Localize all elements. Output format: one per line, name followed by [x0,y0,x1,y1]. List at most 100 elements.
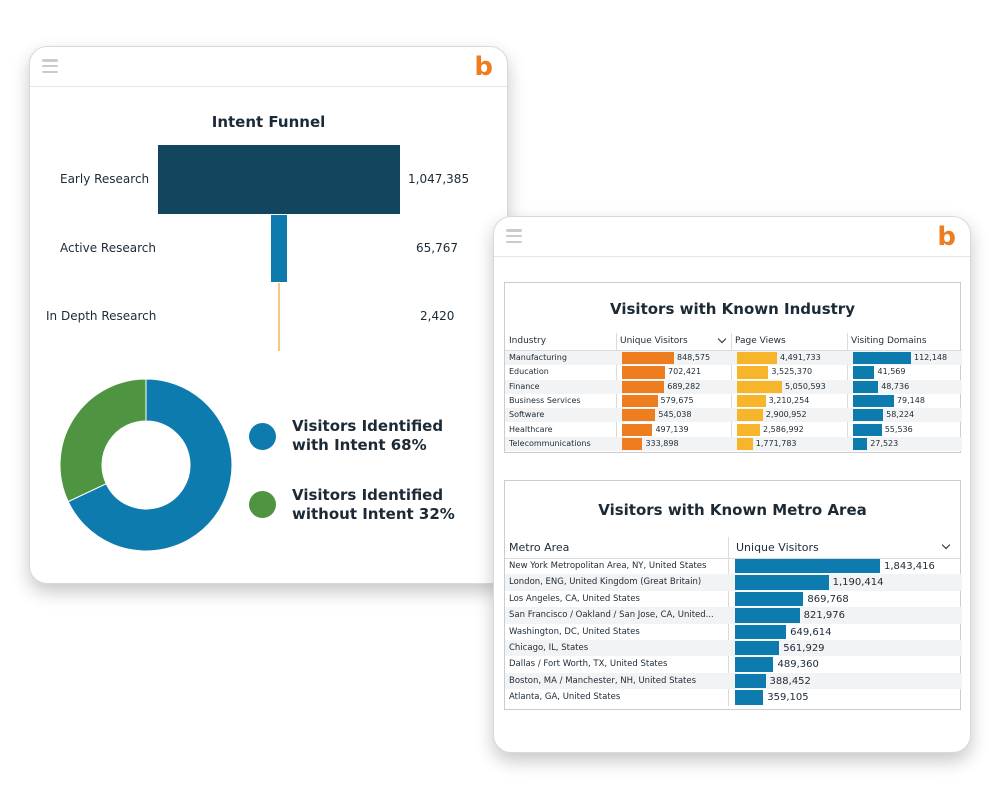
industry-name: Software [509,410,545,420]
industry-bar [737,409,763,422]
metro-bar-value: 649,614 [790,626,832,638]
industry-bar [737,366,769,379]
metro-bar-value: 388,452 [769,675,811,687]
industry-bar-value: 497,139 [655,424,689,434]
metro-bar [735,690,764,705]
metro-bar [735,624,787,639]
funnel-bar [158,145,400,214]
industry-name: Healthcare [509,424,553,434]
industry-bar [622,366,666,379]
industry-bar [737,380,782,393]
metro-name: Dallas / Fort Worth, TX, United States [509,659,668,670]
industry-bar [622,352,674,365]
metro-bar-value: 1,190,414 [832,577,884,589]
funnel-title: Intent Funnel [211,113,326,131]
metro-bar [735,591,804,607]
metro-title: Visitors with Known Metro Area [598,501,867,519]
funnel-bar [278,283,280,351]
metro-bar [735,673,766,689]
industry-bar-value: 1,771,783 [755,438,797,448]
industry-bar [853,352,911,365]
metro-bar-value: 561,929 [783,643,825,654]
metro-col-header: Unique Visitors [736,541,819,554]
industry-name: Telecommunications [509,438,591,448]
metro-name: Atlanta, GA, United States [509,692,621,703]
table-row [505,672,962,690]
funnel-value: 65,767 [416,240,458,255]
metro-name: New York Metropolitan Area, NY, United S… [509,561,707,571]
industry-bar [622,409,656,422]
industry-bar-value: 5,050,593 [785,381,826,391]
industry-col-header: Industry [509,336,547,346]
metro-bar [735,657,774,672]
metro-col-header: Metro Area [509,541,570,554]
metro-name: Washington, DC, United States [509,626,640,637]
metro-name: San Francisco / Oakland / San Jose, CA, … [509,610,714,621]
table-row [505,574,962,591]
industry-bar [622,394,658,408]
industry-name: Finance [509,381,540,391]
table-row [505,436,962,452]
industry-bar [853,394,894,408]
table-row [505,408,962,423]
industry-bar-value: 48,736 [881,381,910,391]
industry-bar-value: 545,038 [658,410,692,420]
industry-bar-value: 2,586,992 [763,424,804,434]
industry-bar [853,423,882,436]
industry-bar-value: 333,898 [645,438,679,448]
industry-col-header: Unique Visitors [620,336,688,346]
visitors-card: b Visitors with Known Industry Industry U… [493,216,971,753]
metro-bar-value: 1,843,416 [884,561,935,572]
sort-chevron-icon[interactable] [717,334,727,344]
metro-panel: Visitors with Known Metro Area Metro Are… [504,480,962,710]
brand-logo-icon: b [474,52,493,82]
sort-chevron-icon[interactable] [941,540,951,550]
funnel-value: 2,420 [420,309,455,323]
funnel-bar [271,215,287,282]
industry-bar-value: 41,569 [877,367,906,377]
metro-bar [735,641,780,656]
funnel-label: Early Research [60,171,150,186]
industry-bar-value: 58,224 [886,410,915,420]
industry-col-header: Visiting Domains [851,336,927,346]
header-divider [505,350,962,351]
donut-slice [59,378,147,503]
industry-bar [853,366,875,379]
table-row [505,379,962,394]
industry-bar-value: 112,148 [914,353,948,362]
industry-bar [622,437,643,451]
industry-name: Manufacturing [509,353,567,362]
table-row [505,640,962,657]
industry-bar-value: 3,210,254 [768,395,810,405]
industry-bar [622,380,665,393]
table-row [505,351,962,366]
industry-panel: Visitors with Known Industry Industry Uni… [504,282,962,453]
industry-bar-value: 3,525,370 [771,367,813,377]
funnel-value: 1,047,385 [408,171,470,186]
legend-label-line: Visitors Identified [292,417,444,435]
industry-bar [737,352,778,365]
legend-label-line: Visitors Identified [292,486,444,504]
industry-bar-value: 55,536 [884,424,913,434]
menu-icon[interactable] [42,59,58,74]
legend-label: Visitors Identified with Intent 68% [292,417,492,455]
intent-card: b Intent Funnel Early Research 1,047,385 A… [29,46,508,584]
metro-bar [735,559,880,574]
menu-icon[interactable] [506,229,522,244]
funnel-label: In Depth Research [46,309,157,323]
industry-bar-value: 689,282 [667,381,701,391]
intent-donut-chart [59,378,233,552]
metro-bar-value: 489,360 [777,659,819,671]
legend-label: Visitors Identified without Intent 32% [292,486,492,524]
industry-bar-value: 79,148 [896,395,925,405]
metro-name: London, ENG, United Kingdom (Great Brita… [509,577,702,588]
industry-bar-value: 27,523 [870,438,899,448]
card-header: b [494,217,970,257]
industry-col-header: Page Views [735,336,786,346]
industry-bar [853,437,868,451]
industry-bar [853,380,879,393]
legend-label-line: with Intent 68% [292,436,427,454]
metro-bar-value: 869,768 [807,593,849,605]
industry-bar [737,423,761,436]
industry-bar-value: 4,491,733 [780,353,821,362]
